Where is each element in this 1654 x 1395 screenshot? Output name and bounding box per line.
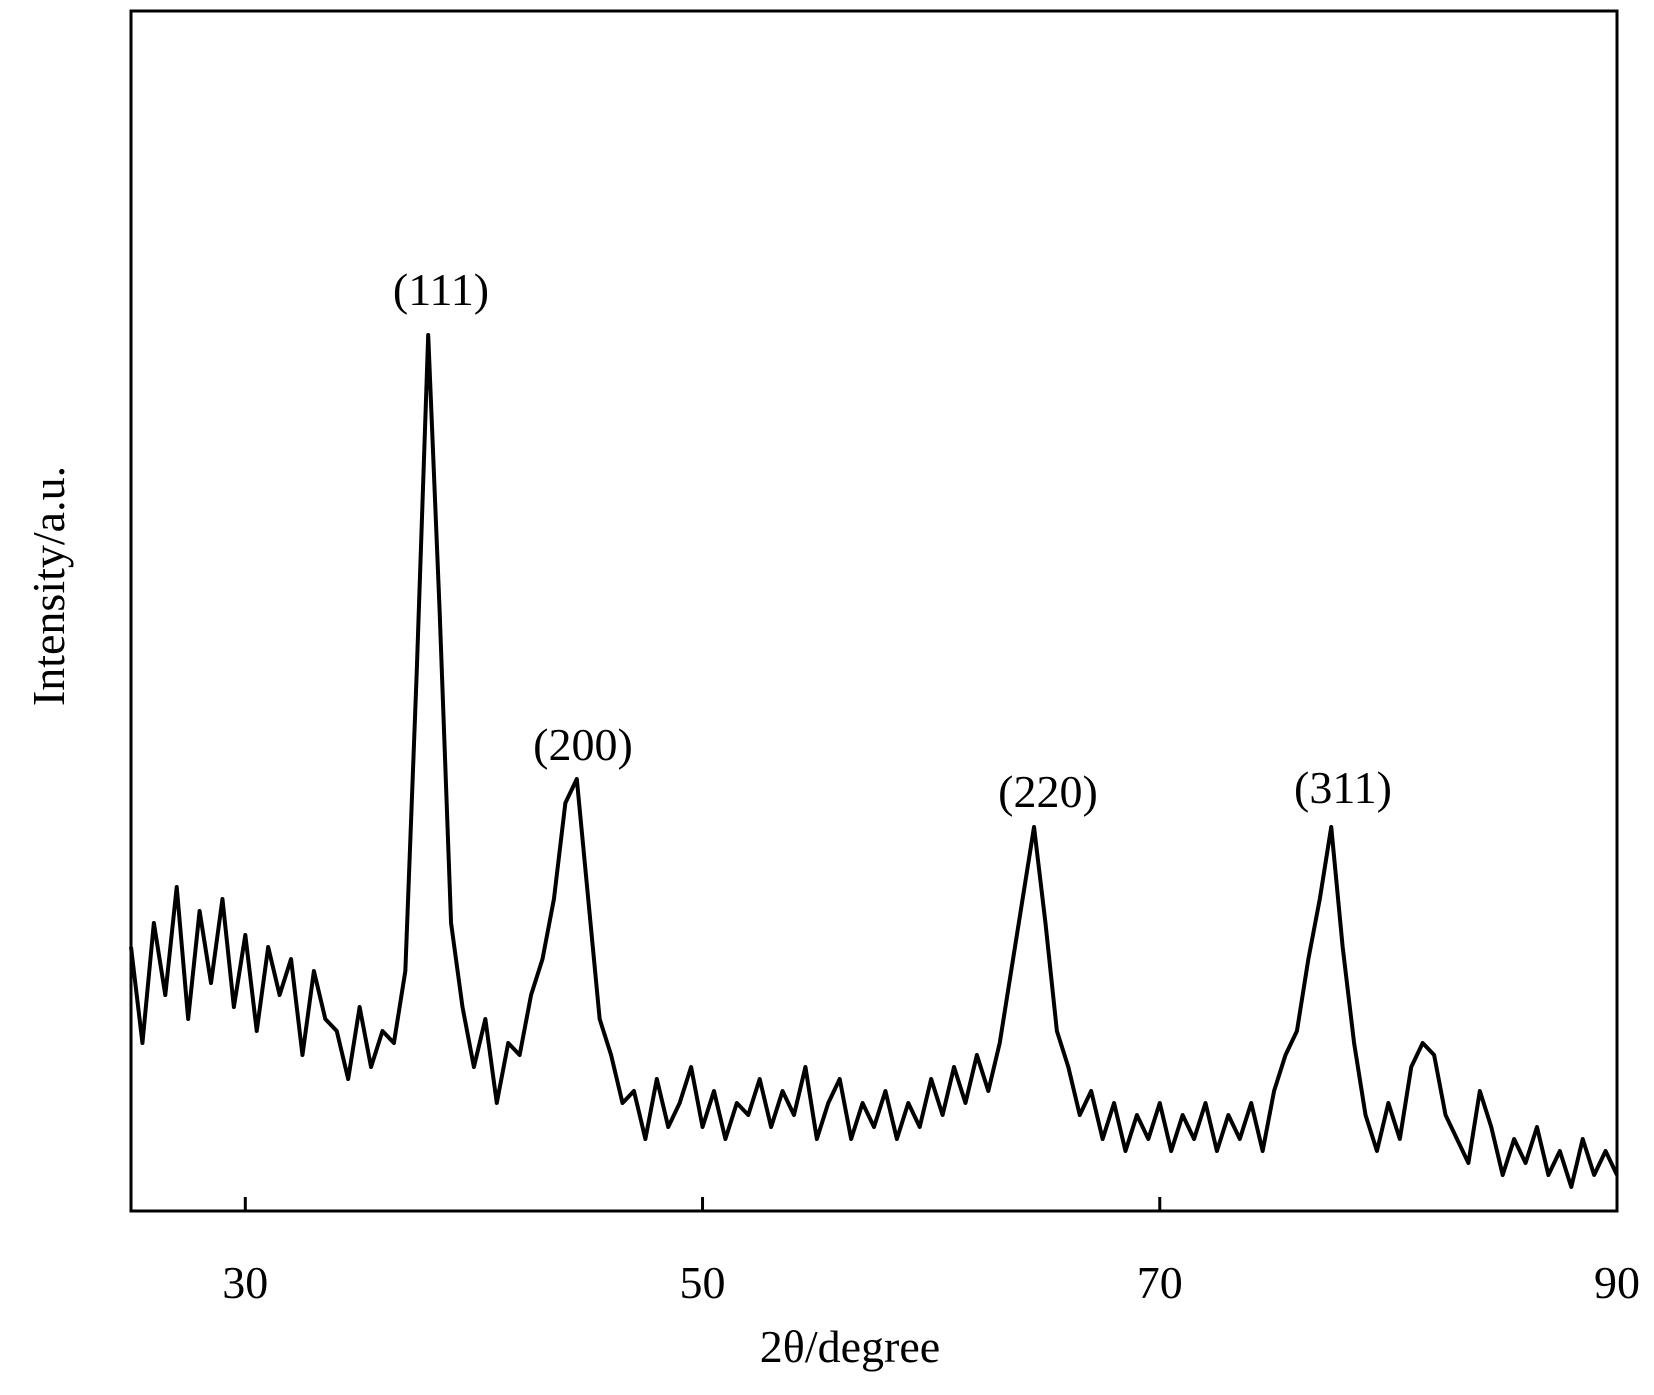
y-axis-title: Intensity/a.u. xyxy=(23,466,74,706)
x-tick-label: 70 xyxy=(1137,1257,1183,1308)
plot-frame xyxy=(129,9,1619,1213)
x-tick-label: 90 xyxy=(1594,1257,1640,1308)
x-axis-title: 2θ/degree xyxy=(760,1321,940,1372)
peak-label: (111) xyxy=(393,264,489,315)
peak-label: (220) xyxy=(998,766,1098,817)
x-tick-label: 50 xyxy=(680,1257,726,1308)
peak-label: (311) xyxy=(1294,762,1392,813)
x-tick-label: 30 xyxy=(222,1257,268,1308)
data-line xyxy=(129,333,1619,1189)
peak-label: (200) xyxy=(533,719,633,770)
